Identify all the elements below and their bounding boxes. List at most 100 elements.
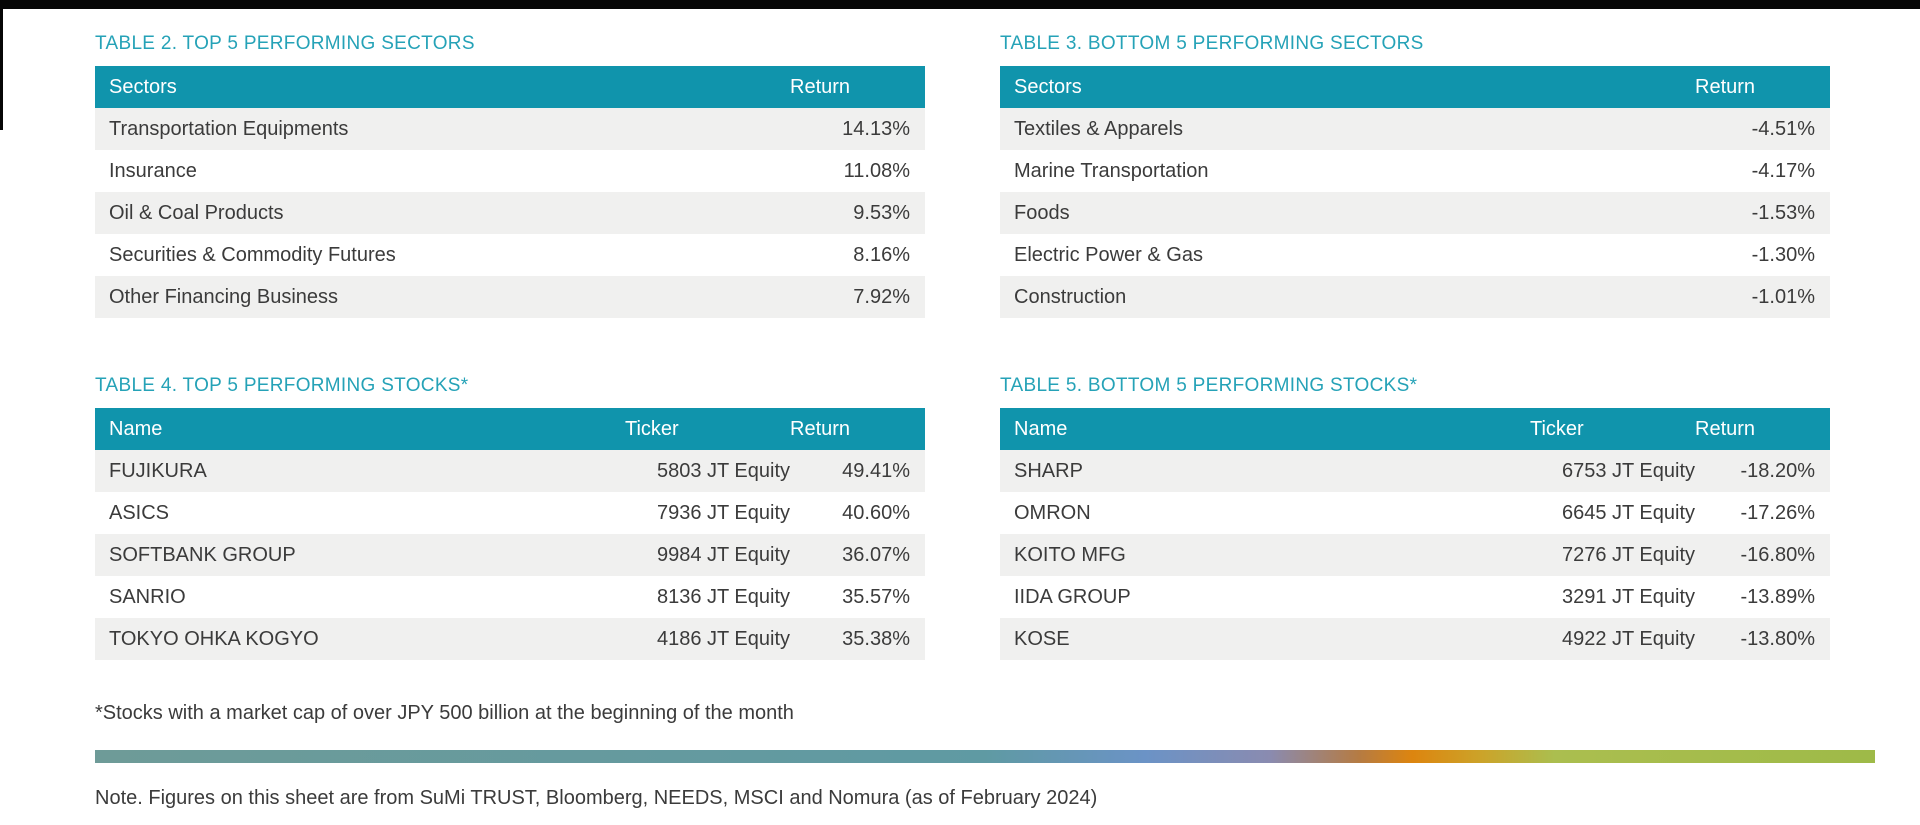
column-header-name: Name [1000,408,1530,450]
sector-name: Transportation Equipments [109,117,349,140]
sector-name: Foods [1014,201,1070,224]
table-row: Marine Transportation -4.17% [1000,150,1830,192]
table2-top-sectors: Sectors Return Transportation Equipments… [95,66,925,318]
table-row: OMRON 6645 JT Equity -17.26% [1000,492,1830,534]
stock-name: SHARP [1014,459,1083,482]
column-header-name: Name [95,408,625,450]
stock-return: -16.80% [1740,543,1816,566]
sector-return: 9.53% [853,201,910,224]
table3-title: TABLE 3. BOTTOM 5 PERFORMING SECTORS [1000,33,1424,54]
stock-name: SOFTBANK GROUP [109,543,296,566]
sector-return: 11.08% [843,159,910,182]
sector-return: -4.51% [1751,117,1815,140]
stock-ticker: 3291 JT Equity [1561,585,1695,608]
stock-return: 35.57% [842,585,910,608]
table-row: Foods -1.53% [1000,192,1830,234]
source-note: Note. Figures on this sheet are from SuM… [95,787,1098,809]
stock-return: -13.80% [1740,627,1816,650]
sector-return: 8.16% [853,243,910,266]
table-row: ASICS 7936 JT Equity 40.60% [95,492,925,534]
stock-return: 40.60% [842,501,910,524]
table-header-row: Sectors Return [95,66,925,108]
sector-name: Oil & Coal Products [109,201,284,224]
table-row: SHARP 6753 JT Equity -18.20% [1000,450,1830,492]
table3-bottom-sectors: Sectors Return Textiles & Apparels -4.51… [1000,66,1830,318]
table-row: TOKYO OHKA KOGYO 4186 JT Equity 35.38% [95,618,925,660]
column-header-ticker: Ticker [1530,408,1695,450]
sector-return: 14.13% [842,117,910,140]
table-row: Textiles & Apparels -4.51% [1000,108,1830,150]
column-header-ticker: Ticker [625,408,790,450]
stock-name: KOSE [1014,627,1070,650]
left-border-notch [0,0,3,130]
sector-name: Insurance [109,159,197,182]
table5-title: TABLE 5. BOTTOM 5 PERFORMING STOCKS* [1000,375,1418,396]
sector-name: Other Financing Business [109,285,339,308]
table-row: Oil & Coal Products 9.53% [95,192,925,234]
column-header-return: Return [790,408,925,450]
sector-name: Securities & Commodity Futures [109,243,396,266]
sector-name: Marine Transportation [1014,159,1209,182]
stock-name: KOITO MFG [1014,543,1126,566]
table-header-row: Name Ticker Return [1000,408,1830,450]
stock-return: -17.26% [1740,501,1816,524]
sector-return: -1.01% [1751,285,1815,308]
table2-top-sectors-block: TABLE 2. TOP 5 PERFORMING SECTORS Sector… [95,31,925,318]
column-header-return: Return [790,66,925,108]
stock-name: FUJIKURA [109,459,207,482]
market-cap-footnote: *Stocks with a market cap of over JPY 50… [95,702,794,724]
stock-return: -18.20% [1740,459,1816,482]
table-row: KOSE 4922 JT Equity -13.80% [1000,618,1830,660]
tables-grid: TABLE 2. TOP 5 PERFORMING SECTORS Sector… [95,9,1875,660]
sector-return: 7.92% [853,285,910,308]
stock-name: OMRON [1014,501,1091,524]
table-row: Insurance 11.08% [95,150,925,192]
table-row: Securities & Commodity Futures 8.16% [95,234,925,276]
table5-bottom-stocks-block: TABLE 5. BOTTOM 5 PERFORMING STOCKS* Nam… [1000,373,1830,660]
stock-ticker: 4922 JT Equity [1561,627,1695,650]
table3-bottom-sectors-block: TABLE 3. BOTTOM 5 PERFORMING SECTORS Sec… [1000,31,1830,318]
report-content: TABLE 2. TOP 5 PERFORMING SECTORS Sector… [95,9,1875,811]
table-row: FUJIKURA 5803 JT Equity 49.41% [95,450,925,492]
sector-return: -1.53% [1751,201,1815,224]
stock-ticker: 9984 JT Equity [656,543,790,566]
stock-name: SANRIO [109,585,186,608]
stock-return: 35.38% [842,627,910,650]
table-header-row: Name Ticker Return [95,408,925,450]
stock-ticker: 4186 JT Equity [656,627,790,650]
stock-name: TOKYO OHKA KOGYO [109,627,319,650]
column-header-sectors: Sectors [95,66,790,108]
table-header-row: Sectors Return [1000,66,1830,108]
sector-name: Construction [1014,285,1127,308]
table4-top-stocks-block: TABLE 4. TOP 5 PERFORMING STOCKS* Name T… [95,373,925,660]
table4-title: TABLE 4. TOP 5 PERFORMING STOCKS* [95,375,469,396]
table-row: KOITO MFG 7276 JT Equity -16.80% [1000,534,1830,576]
table-row: Electric Power & Gas -1.30% [1000,234,1830,276]
stock-return: 49.41% [842,459,910,482]
stock-ticker: 5803 JT Equity [656,459,790,482]
top-border-bar [0,0,1920,9]
table-row: Transportation Equipments 14.13% [95,108,925,150]
stock-return: -13.89% [1740,585,1816,608]
sector-name: Electric Power & Gas [1014,243,1203,266]
stock-name: ASICS [109,501,170,524]
stock-ticker: 6753 JT Equity [1561,459,1695,482]
column-header-return: Return [1695,66,1830,108]
sector-name: Textiles & Apparels [1014,117,1183,140]
column-header-sectors: Sectors [1000,66,1695,108]
stock-name: IIDA GROUP [1014,585,1131,608]
table-row: SOFTBANK GROUP 9984 JT Equity 36.07% [95,534,925,576]
table-row: Construction -1.01% [1000,276,1830,318]
table4-top-stocks: Name Ticker Return FUJIKURA 5803 JT Equi… [95,408,925,660]
stock-ticker: 8136 JT Equity [656,585,790,608]
table5-bottom-stocks: Name Ticker Return SHARP 6753 JT Equity … [1000,408,1830,660]
stock-return: 36.07% [842,543,910,566]
stock-ticker: 7276 JT Equity [1561,543,1695,566]
stock-ticker: 7936 JT Equity [656,501,790,524]
table2-title: TABLE 2. TOP 5 PERFORMING SECTORS [95,33,475,54]
table-row: IIDA GROUP 3291 JT Equity -13.89% [1000,576,1830,618]
sector-return: -1.30% [1751,243,1815,266]
sector-return: -4.17% [1751,159,1815,182]
stock-ticker: 6645 JT Equity [1561,501,1695,524]
